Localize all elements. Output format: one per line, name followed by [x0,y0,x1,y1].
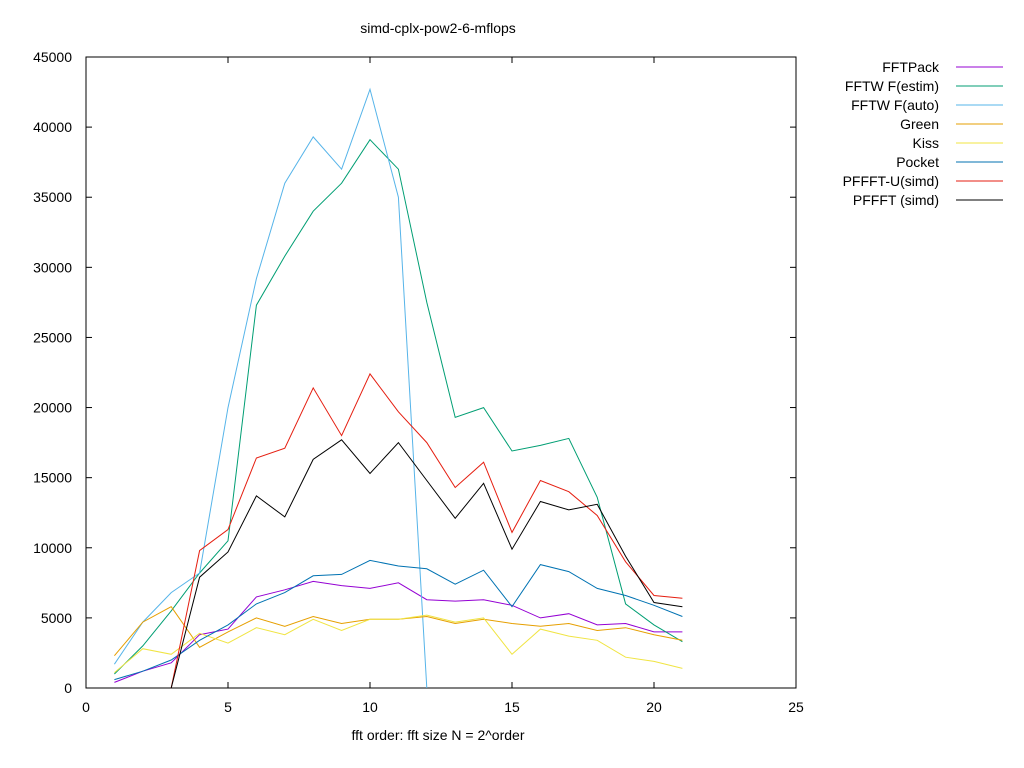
y-tick-label: 20000 [33,400,72,416]
x-axis-label: fft order: fft size N = 2^order [352,727,525,743]
series-line-1 [114,138,683,675]
series-line-0 [114,580,683,683]
y-tick-label: 10000 [33,540,72,556]
x-tick-label: 20 [646,699,662,715]
legend-label: FFTPack [882,59,940,75]
legend-label: Kiss [913,135,939,151]
x-tick-label: 10 [362,699,378,715]
legend-label: Pocket [896,154,939,170]
legend-label: FFTW F(estim) [845,78,939,94]
y-tick-label: 25000 [33,329,72,345]
y-tick-label: 40000 [33,119,72,135]
chart-title: simd-cplx-pow2-6-mflops [360,20,516,36]
x-tick-label: 0 [82,699,90,715]
legend-label: Green [900,116,939,132]
y-tick-label: 30000 [33,259,72,275]
x-tick-label: 5 [224,699,232,715]
legend: FFTPack FFTW F(estim) FFTW F(auto) Green Kis… [843,59,1003,208]
series-line-4 [114,614,683,673]
series-line-6 [170,372,683,689]
plot-frame [85,56,797,689]
x-tick-label: 15 [504,699,520,715]
legend-label: PFFFT-U(simd) [843,173,939,189]
series-line-5 [114,559,683,681]
y-tick-label: 5000 [41,610,72,626]
series-line-7 [170,439,683,689]
legend-label: FFTW F(auto) [851,97,939,113]
y-tick-label: 0 [64,680,72,696]
series-layer [113,87,683,689]
legend-label: PFFFT (simd) [853,192,939,208]
series-line-3 [114,606,683,657]
axes: 0 5 10 15 20 25 0 5000 10000 15000 20000 25000 30000… [33,49,804,715]
y-tick-label: 35000 [33,189,72,205]
x-tick-label: 25 [788,699,804,715]
y-tick-label: 15000 [33,470,72,486]
series-line-2 [113,87,428,689]
y-tick-label: 45000 [33,49,72,65]
